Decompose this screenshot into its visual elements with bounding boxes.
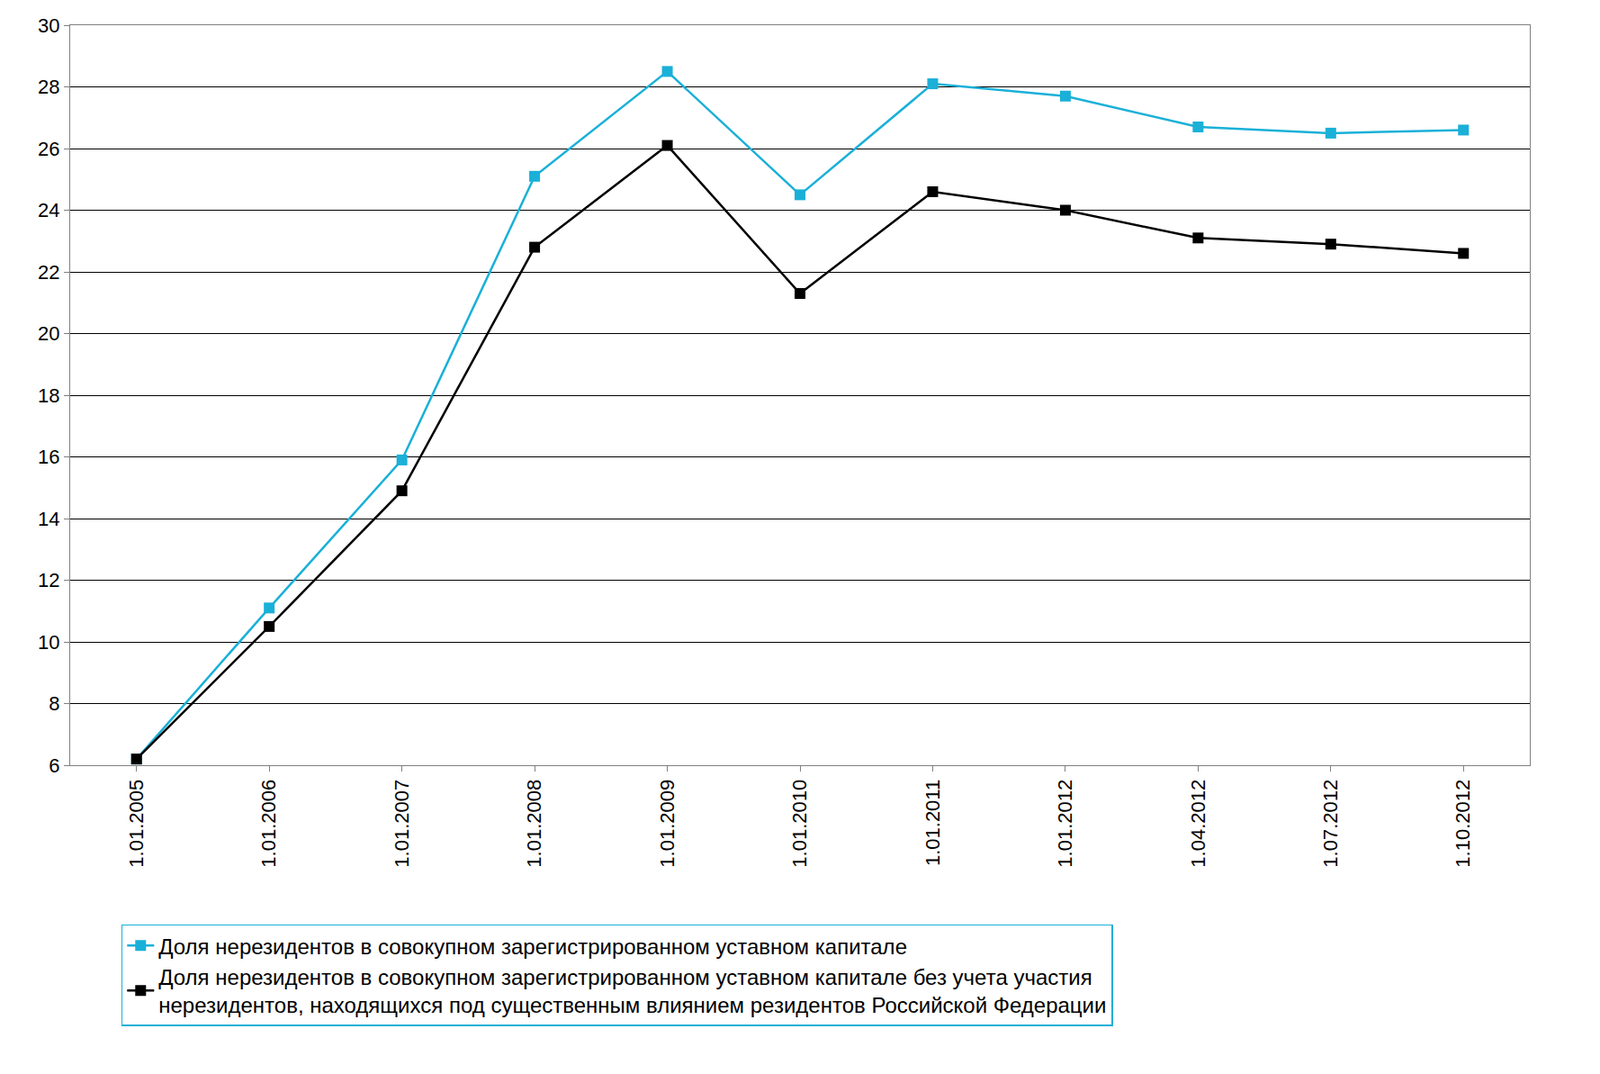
svg-text:1.01.2012: 1.01.2012 [1053, 779, 1077, 868]
svg-text:6: 6 [48, 754, 60, 777]
svg-text:30: 30 [37, 14, 60, 37]
svg-text:1.01.2011: 1.01.2011 [921, 779, 944, 866]
svg-text:1.07.2012: 1.07.2012 [1319, 779, 1342, 868]
svg-text:20: 20 [37, 322, 60, 345]
svg-text:22: 22 [37, 260, 60, 284]
svg-text:18: 18 [37, 384, 60, 407]
svg-text:Доля нерезидентов в совокупном: Доля нерезидентов в совокупном зарегистр… [158, 964, 1106, 1017]
svg-text:16: 16 [37, 445, 60, 468]
svg-text:24: 24 [37, 198, 60, 222]
svg-text:10: 10 [37, 630, 60, 654]
svg-text:1.01.2005: 1.01.2005 [125, 779, 148, 868]
svg-text:1.01.2006: 1.01.2006 [257, 779, 280, 868]
svg-text:1.10.2012: 1.10.2012 [1451, 779, 1475, 868]
svg-text:8: 8 [48, 692, 60, 715]
svg-text:1.01.2009: 1.01.2009 [656, 779, 679, 868]
svg-text:26: 26 [37, 137, 60, 161]
svg-text:28: 28 [37, 75, 60, 99]
svg-text:1.04.2012: 1.04.2012 [1186, 779, 1210, 868]
svg-text:1.01.2008: 1.01.2008 [522, 779, 546, 868]
svg-text:14: 14 [37, 507, 60, 531]
svg-text:Доля нерезидентов в совокупном: Доля нерезидентов в совокупном зарегистр… [158, 934, 908, 959]
svg-text:1.01.2010: 1.01.2010 [788, 779, 811, 868]
svg-text:12: 12 [37, 568, 60, 592]
svg-text:1.01.2007: 1.01.2007 [390, 779, 414, 868]
